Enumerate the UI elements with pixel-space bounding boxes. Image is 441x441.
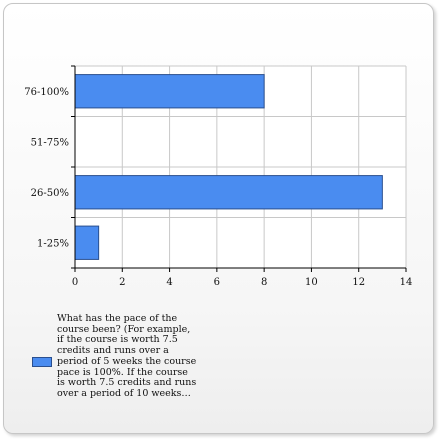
x-tick-label: 12 xyxy=(352,277,365,288)
tick-labels: 0 2 4 6 8 10 12 14 76-100% 51-75% 26-50% 1-25% xyxy=(24,87,412,288)
bar-26-50% xyxy=(74,175,383,210)
x-tick-label: 10 xyxy=(305,277,318,288)
bars xyxy=(74,74,383,260)
bar-1-25% xyxy=(74,225,100,260)
bar-76-100% xyxy=(74,74,265,109)
y-tick-label: 26-50% xyxy=(31,188,69,199)
y-tick-label: 76-100% xyxy=(24,87,69,98)
axes xyxy=(71,65,407,272)
x-tick-label: 6 xyxy=(214,277,220,288)
legend: What has the pace of the course been? (F… xyxy=(32,313,197,400)
x-tick-label: 2 xyxy=(119,277,125,288)
y-tick-label: 51-75% xyxy=(31,137,69,148)
x-tick-label: 14 xyxy=(400,277,413,288)
x-tick-label: 0 xyxy=(72,277,78,288)
legend-label: What has the pace of the course been? (F… xyxy=(57,313,197,399)
y-tick-label: 1-25% xyxy=(37,238,69,249)
x-tick-label: 8 xyxy=(261,277,267,288)
legend-swatch xyxy=(32,357,52,367)
x-tick-label: 4 xyxy=(166,277,172,288)
grid-lines xyxy=(75,65,407,268)
